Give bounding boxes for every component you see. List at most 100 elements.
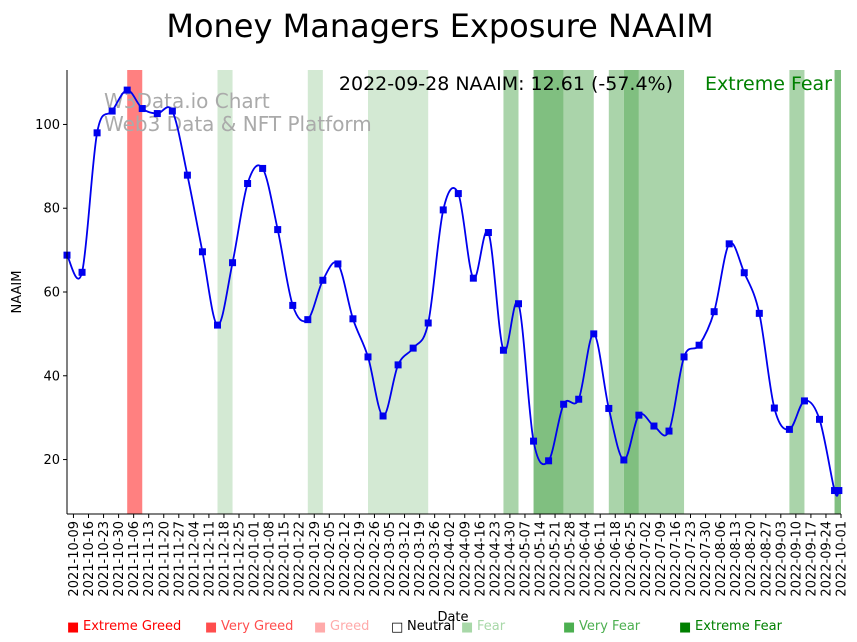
data-point-14 [274,226,282,234]
data-point-17 [319,276,327,284]
legend: ■ Extreme Greed ■ Very Greed ■ Greed □ Neutral ■… [67,619,783,635]
sentiment-band-0 [127,70,143,514]
y-axis-label: NAAIM [10,271,25,314]
x-tick-label-47: 2022-09-03 [774,521,789,597]
legend-label-3: Neutral [407,619,455,634]
data-point-22 [394,361,402,369]
legend-marker-3: □ [391,620,403,635]
legend-marker-4: ■ [461,620,473,635]
x-tick-label-51: 2022-10-01 [835,521,850,597]
x-tick-label-25: 2022-04-02 [443,521,458,597]
data-point-32 [545,457,553,465]
data-point-24 [424,319,432,327]
data-point-37 [620,456,628,464]
data-point-1 [78,268,86,276]
data-point-31 [530,437,538,445]
data-point-40 [665,427,673,435]
data-point-36 [605,404,613,412]
x-tick-label-29: 2022-04-30 [503,521,518,597]
data-point-16 [304,316,312,324]
data-point-28 [484,229,492,237]
x-tick-label-16: 2022-01-29 [308,521,323,597]
x-tick-label-21: 2022-03-05 [383,521,398,597]
x-tick-label-0: 2021-10-09 [67,521,82,597]
data-point-29 [499,346,507,354]
sentiment-band-9 [638,70,685,514]
x-tick-label-1: 2021-10-16 [82,521,97,597]
legend-item-4: ■ Fear [461,619,506,635]
data-point-6 [153,110,161,118]
data-point-38 [635,411,643,419]
data-point-35 [590,330,598,338]
data-point-52 [835,487,843,495]
legend-item-5: ■ Very Fear [563,619,641,635]
data-point-7 [168,107,176,115]
sentiment-band-5 [533,70,564,514]
data-point-9 [198,248,206,256]
x-tick-label-6: 2021-11-20 [157,521,172,597]
data-point-18 [334,260,342,268]
x-tick-label-38: 2022-07-02 [639,521,654,597]
data-point-19 [349,315,357,323]
data-point-20 [364,353,372,361]
data-point-8 [183,171,191,179]
y-tick-label-60: 60 [43,286,60,301]
x-ticks: 2021-10-09 2021-10-16 2021-10-23 2021-10-30… [67,514,850,597]
legend-marker-2: ■ [314,620,326,635]
data-point-12 [244,180,252,188]
x-tick-label-39: 2022-07-09 [654,521,669,597]
x-tick-label-33: 2022-05-28 [564,521,579,597]
data-point-41 [680,353,688,361]
x-tick-label-30: 2022-05-07 [518,521,533,597]
x-axis-label: Date [437,610,468,625]
data-point-50 [816,415,823,423]
legend-marker-6: ■ [679,620,691,635]
legend-label-2: Greed [330,619,369,634]
latest-value-annotation: 2022-09-28 NAAIM: 12.61 (-57.4%) [339,73,673,95]
x-tick-label-4: 2021-11-06 [127,521,142,597]
data-point-15 [289,301,297,309]
legend-marker-5: ■ [563,620,575,635]
x-tick-label-5: 2021-11-13 [142,521,157,597]
data-point-21 [379,412,387,420]
x-tick-label-19: 2022-02-19 [353,521,368,597]
data-point-43 [710,308,718,316]
data-point-47 [770,404,778,412]
data-point-2 [93,129,101,137]
data-point-4 [123,86,131,94]
data-point-23 [409,344,417,352]
data-point-26 [454,190,462,198]
x-tick-label-11: 2021-12-25 [233,521,248,597]
data-point-3 [108,107,116,115]
x-tick-label-2: 2021-10-23 [97,521,112,597]
x-tick-label-10: 2021-12-18 [217,521,232,597]
x-tick-label-36: 2022-06-18 [609,521,624,597]
legend-item-0: ■ Extreme Greed [67,619,181,635]
data-point-27 [469,274,477,282]
x-tick-label-27: 2022-04-16 [473,521,488,597]
x-tick-label-12: 2022-01-01 [248,521,263,597]
data-point-48 [785,425,793,433]
sentiment-band-3 [368,70,429,514]
watermark-line-2: Web3 Data & NFT Platform [104,112,372,136]
x-tick-label-23: 2022-03-19 [413,521,428,597]
sentiment-band-11 [834,70,841,514]
sentiment-band-10 [789,70,805,514]
data-point-44 [725,240,733,248]
sentiment-band-6 [563,70,594,514]
x-tick-label-35: 2022-06-11 [594,521,609,597]
x-tick-label-18: 2022-02-12 [338,521,353,597]
sentiment-annotation: Extreme Fear [705,73,832,95]
data-point-45 [740,269,748,277]
sentiment-bands [127,70,841,514]
x-tick-label-41: 2022-07-23 [684,521,699,597]
y-tick-label-80: 80 [43,202,60,217]
legend-marker-1: ■ [205,620,217,635]
data-point-10 [214,321,221,329]
watermark: W3Data.io Chart Web3 Data & NFT Platform [104,89,372,136]
legend-marker-0: ■ [67,620,79,635]
naaim-line [66,89,840,497]
x-tick-label-20: 2022-02-26 [368,521,383,597]
legend-item-1: ■ Very Greed [205,619,293,635]
